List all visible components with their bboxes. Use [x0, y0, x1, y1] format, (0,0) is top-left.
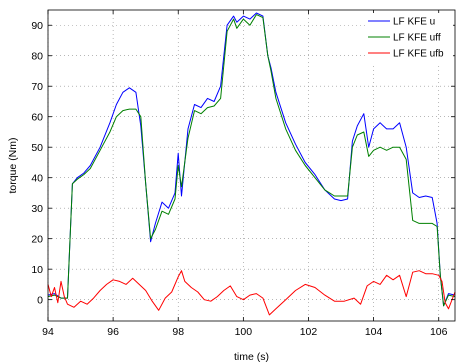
- x-tick-label: 102: [300, 326, 318, 338]
- legend-label: LF KFE ufb: [393, 49, 444, 60]
- legend-label: LF KFE uff: [393, 33, 441, 44]
- x-tick-label: 104: [365, 326, 383, 338]
- y-axis-label: torque (Nm): [7, 137, 19, 193]
- x-tick-label: 98: [172, 326, 184, 338]
- x-tick-label: 96: [107, 326, 119, 338]
- y-tick-label: 60: [31, 112, 43, 124]
- y-tick-label: 50: [31, 142, 43, 154]
- x-tick-label: 106: [430, 326, 448, 338]
- x-tick-label: 94: [42, 326, 54, 338]
- y-tick-label: 40: [31, 173, 43, 185]
- y-axis-ticks: 0 10 20 30 40 50 60 70 80 90: [31, 20, 455, 307]
- y-tick-label: 80: [31, 51, 43, 63]
- series-line-2: [47, 14, 456, 307]
- legend-label: LF KFE u: [393, 17, 435, 28]
- y-tick-label: 20: [31, 234, 43, 246]
- y-tick-label: 10: [31, 264, 43, 276]
- legend: LF KFE u LF KFE uff LF KFE ufb: [366, 13, 453, 65]
- series-line-3: [47, 270, 456, 316]
- x-tick-label: 100: [235, 326, 253, 338]
- y-tick-label: 70: [31, 81, 43, 93]
- y-tick-label: 0: [37, 295, 43, 307]
- series-line-1: [47, 12, 456, 307]
- y-tick-label: 90: [31, 20, 43, 32]
- x-axis-ticks: 94 96 98 100 102 104 106: [42, 10, 448, 338]
- plot-frame: [47, 9, 456, 322]
- y-tick-label: 30: [31, 203, 43, 215]
- legend-box: [366, 13, 453, 65]
- x-axis-label: time (s): [234, 351, 269, 363]
- series-lines: [47, 12, 456, 316]
